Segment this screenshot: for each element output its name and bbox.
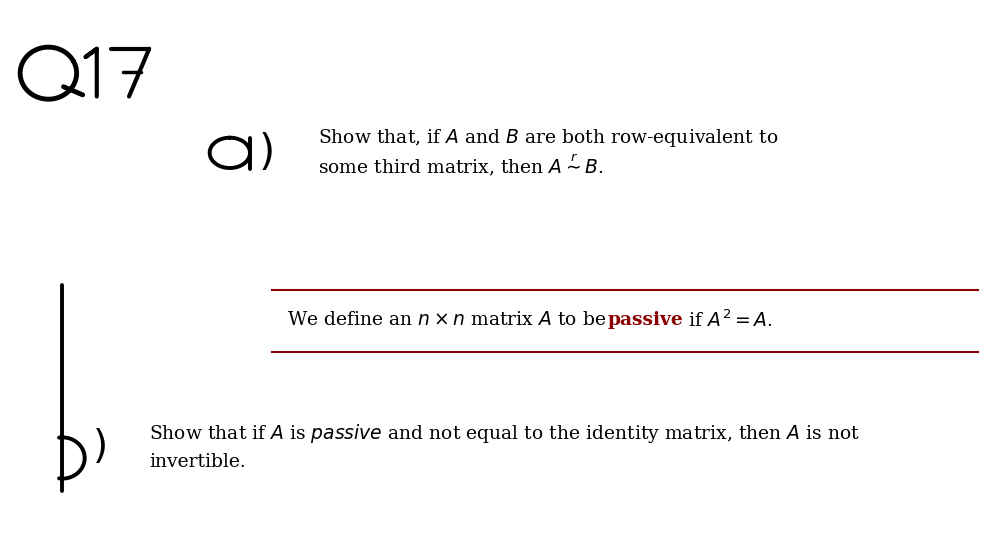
Text: ): ) [93, 428, 109, 466]
Text: some third matrix, then $A \overset{r}{\sim} B$.: some third matrix, then $A \overset{r}{\… [318, 152, 604, 178]
Text: invertible.: invertible. [149, 453, 246, 471]
Text: We define an $n \times n$ matrix $A$ to be: We define an $n \times n$ matrix $A$ to … [287, 311, 608, 329]
Text: passive: passive [608, 311, 683, 329]
Text: Show that, if $A$ and $B$ are both row-equivalent to: Show that, if $A$ and $B$ are both row-e… [318, 127, 778, 149]
Text: ): ) [259, 132, 275, 174]
Text: if $A^2 = A$.: if $A^2 = A$. [683, 309, 773, 331]
Text: Show that if $A$ is $\mathit{passive}$ and not equal to the identity matrix, the: Show that if $A$ is $\mathit{passive}$ a… [149, 422, 860, 445]
